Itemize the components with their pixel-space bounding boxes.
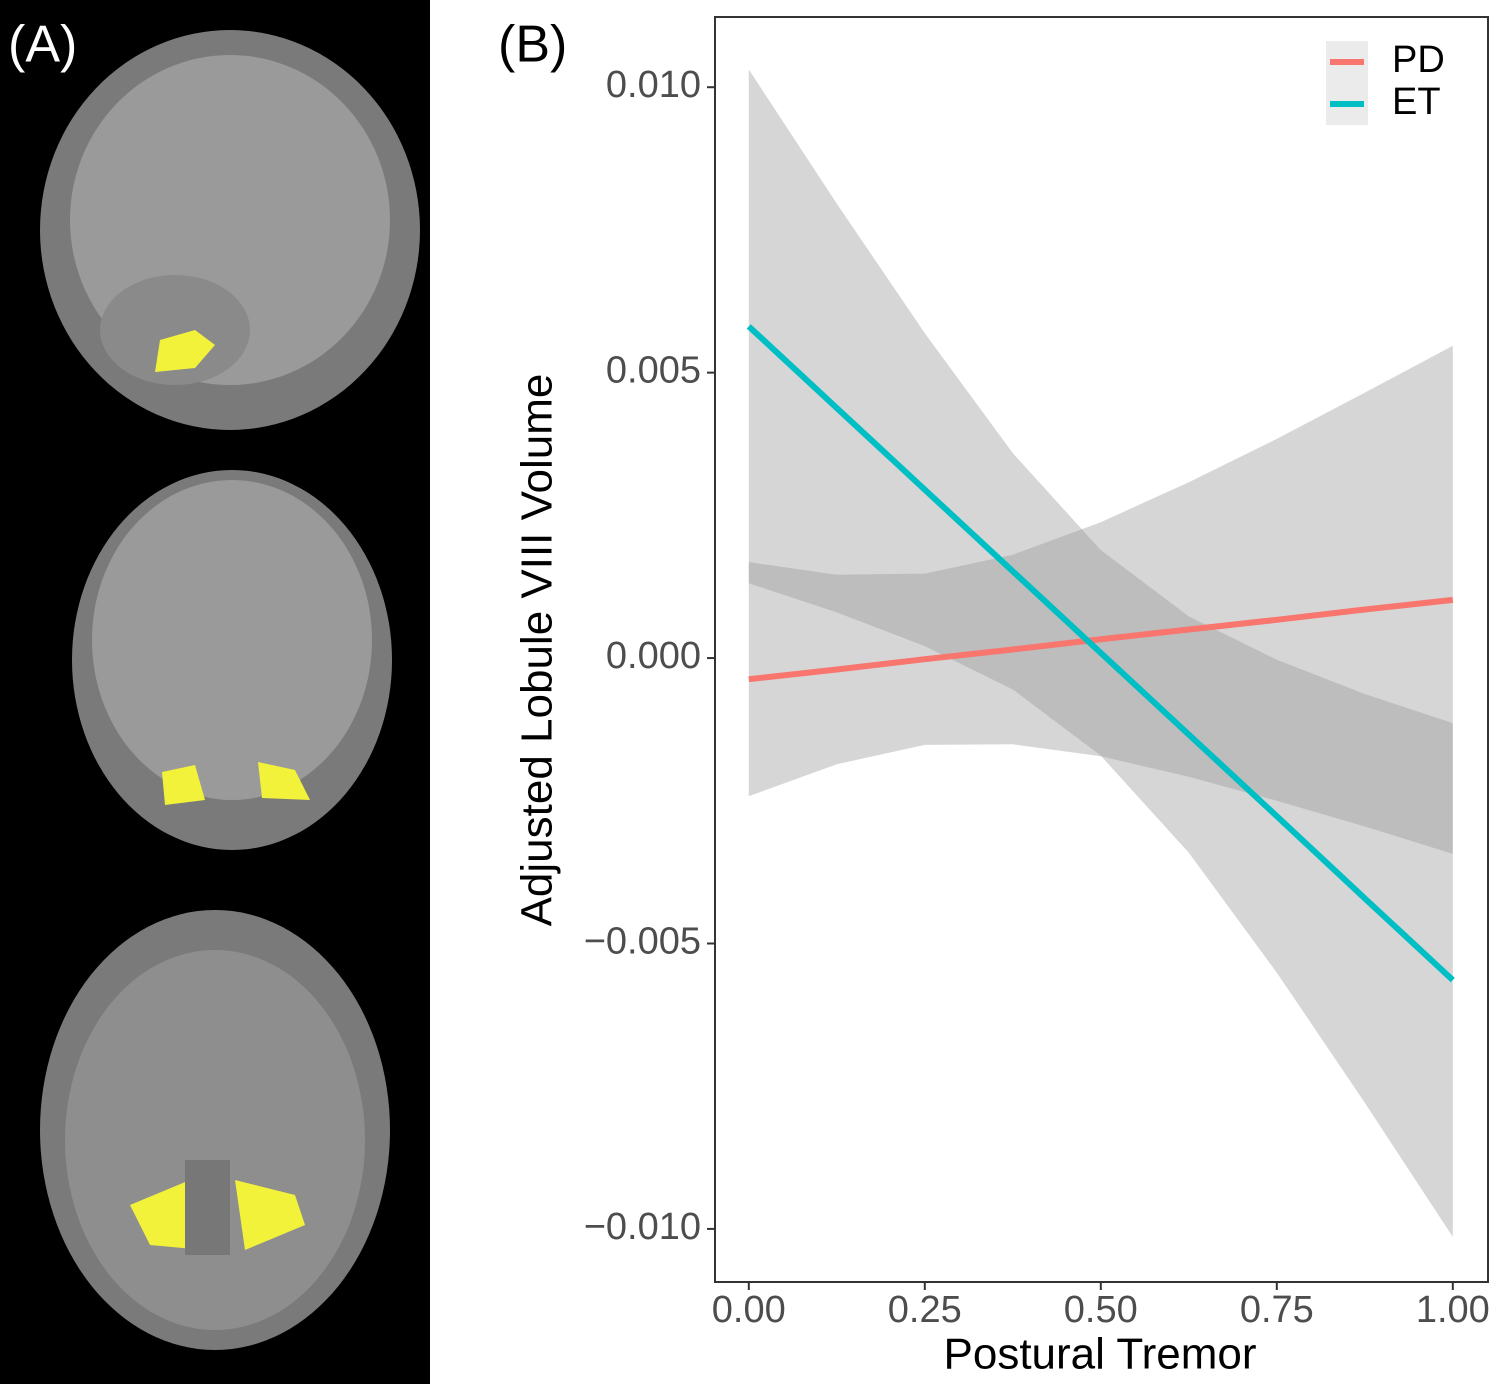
y-tick-label: −0.010 bbox=[584, 1206, 701, 1248]
x-tick-label: 0.00 bbox=[712, 1289, 786, 1331]
legend-label: PD bbox=[1392, 39, 1445, 81]
y-axis-label: Adjusted Lobule VIII Volume bbox=[513, 374, 562, 927]
panel-label: (A) bbox=[8, 16, 77, 74]
y-tick-label: −0.005 bbox=[584, 921, 701, 963]
x-tick-label: 1.00 bbox=[1416, 1289, 1490, 1331]
trend-line bbox=[748, 596, 1454, 683]
y-tick-label: 0.005 bbox=[606, 350, 701, 392]
y-tick-label: 0.010 bbox=[606, 64, 701, 106]
y-tick-label: 0.000 bbox=[606, 635, 701, 677]
trend-line bbox=[746, 324, 1455, 983]
mri-panel: (A) bbox=[0, 0, 430, 1384]
x-axis-label: Postural Tremor bbox=[944, 1330, 1257, 1379]
x-tick-label: 0.75 bbox=[1240, 1289, 1314, 1331]
confidence-band bbox=[748, 345, 1453, 854]
panel-label: (B) bbox=[498, 16, 567, 74]
legend-label: ET bbox=[1392, 81, 1441, 123]
x-tick-label: 0.50 bbox=[1064, 1289, 1138, 1331]
x-tick-label: 0.25 bbox=[888, 1289, 962, 1331]
